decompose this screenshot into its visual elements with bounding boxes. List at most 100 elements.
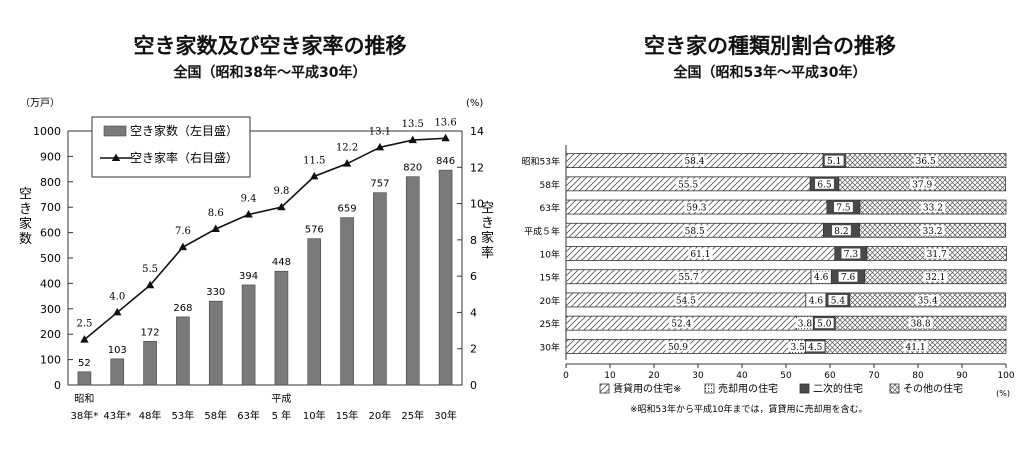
row-category-label: 10年 [540, 249, 560, 261]
vacant-count-label: 330 [206, 287, 225, 298]
left-chart-title: 空き家数及び空き家率の推移 [133, 34, 407, 58]
right-y-tick-label: 6 [470, 270, 477, 283]
row-category-label: 25年 [540, 318, 560, 330]
right-y-tick-label: 4 [470, 306, 477, 319]
vacant-count-bar [274, 270, 289, 386]
x-era-label: 昭和 [74, 393, 94, 405]
legend-swatch [599, 383, 610, 394]
legend-swatch [704, 383, 715, 394]
row-category-label: 昭和53年 [522, 156, 560, 168]
x-category-label: 48年 [139, 409, 162, 422]
legend-line-marker [111, 153, 121, 161]
segment-label: 59.3 [686, 204, 706, 214]
x-tick-label: 90 [956, 371, 968, 381]
segment-label: 4.5 [808, 343, 823, 353]
vacancy-rate-label: 12.2 [336, 143, 358, 154]
segment-label: 55.5 [678, 180, 698, 190]
segment-label-bg [676, 271, 701, 282]
legend-swatch [889, 383, 900, 394]
row-category-label: 63年 [540, 202, 560, 214]
row-category-label: 15年 [540, 272, 560, 284]
right-y-unit: (%) [466, 98, 483, 109]
x-era-label: 平成 [271, 393, 291, 405]
segment-label: 5.4 [831, 296, 846, 306]
segment-label-bg [806, 294, 826, 305]
vacancy-rate-label: 7.6 [175, 226, 191, 237]
left-y-tick-label: 500 [40, 252, 61, 265]
left-y-unit: （万戸） [20, 97, 60, 109]
vacancy-rate-point [178, 242, 188, 251]
right-y-tick-label: 10 [470, 198, 484, 211]
right-y-tick-label: 8 [470, 234, 477, 247]
x-tick-label: 60 [824, 371, 836, 381]
x-category-label: 20年 [369, 409, 392, 422]
segment-label-bg [908, 318, 933, 329]
segment-label: 8.2 [834, 227, 848, 237]
left-y-tick-label: 100 [40, 354, 61, 367]
segment-label-bg [909, 178, 935, 189]
vacant-count-label: 394 [239, 271, 258, 282]
right-y-tick-label: 14 [470, 125, 484, 138]
vacant-count-bar [340, 217, 354, 386]
vacancy-rate-point [244, 209, 253, 218]
segment-label: 55.7 [679, 273, 699, 283]
vacant-count-label: 172 [141, 327, 160, 338]
legend-bar-label: 空き家数（左目盛） [130, 123, 238, 138]
vacancy-rate-label: 5.5 [142, 264, 158, 275]
left-y-tick-label: 200 [40, 328, 61, 341]
segment-label-bg [682, 225, 707, 236]
segment-label: 41.1 [906, 343, 926, 353]
vacancy-rate-point [145, 280, 155, 289]
vacancy-rate-label: 2.5 [76, 319, 92, 330]
right-chart-subtitle: 全国（昭和53年～平成30年） [673, 65, 867, 81]
segment-label: 33.2 [922, 227, 942, 237]
segment-label-bg [684, 202, 709, 213]
segment-label: 58.4 [684, 157, 704, 167]
legend-swatch [799, 383, 810, 394]
vacant-count-bar [77, 371, 92, 386]
vacant-count-label: 448 [272, 257, 291, 268]
vacant-count-label: 820 [403, 163, 422, 174]
vacancy-rate-point [310, 171, 319, 180]
segment-label: 4.6 [814, 273, 829, 283]
segment-label-bg [924, 248, 949, 259]
segment-label-bg [920, 225, 945, 236]
segment-label-bg [824, 155, 844, 166]
x-tick-label: 50 [780, 371, 792, 381]
vacant-count-label: 846 [436, 156, 455, 167]
vacant-count-bar [438, 169, 453, 386]
segment-label-bg [673, 294, 699, 305]
segment-label-bg [923, 271, 948, 282]
vacancy-rate-label: 9.8 [273, 186, 289, 197]
segment-label-bg [814, 318, 834, 329]
vacant-count-bar [373, 192, 387, 386]
segment-label-bg [834, 202, 853, 213]
segment-label-bg [913, 155, 938, 166]
vacant-houses-chart: 0 100 200 300 400 500 600 700 800 900 1000 0 2 4 6 8 10 1… [19, 97, 494, 422]
segment-label-bg [688, 248, 713, 259]
vacancy-rate-point [375, 142, 385, 151]
vacant-count-label: 268 [173, 303, 192, 314]
segment-label-bg [828, 294, 848, 305]
vacancy-rate-label: 13.5 [402, 119, 424, 130]
vacancy-rate-line [83, 137, 446, 341]
footnote: ※昭和53年から平成10年までは，賃貸用に売却用を含む。 [630, 403, 867, 415]
vacancy-rate-point [211, 224, 220, 232]
left-y-tick-label: 300 [40, 303, 61, 316]
left-y-tick-label: 900 [40, 150, 61, 163]
segment-label-bg [682, 155, 707, 166]
legend-label: 売却用の住宅 [718, 382, 778, 395]
segment-label-bg [795, 318, 815, 329]
x-category-label: 5 年 [272, 409, 292, 422]
vacant-count-bar [241, 284, 256, 386]
left-chart-subtitle: 全国（昭和38年～平成30年） [173, 65, 367, 81]
vacant-count-label: 659 [338, 204, 357, 215]
vacant-count-bar [143, 341, 157, 386]
segment-label: 3.8 [798, 320, 813, 330]
x-tick-label: 0 [563, 371, 569, 381]
segment-label-bg [838, 271, 858, 282]
x-tick-label: 40 [736, 371, 748, 381]
segment-label-bg [665, 341, 691, 352]
segment-label: 5.1 [827, 157, 841, 167]
segment-label-bg [815, 178, 834, 189]
